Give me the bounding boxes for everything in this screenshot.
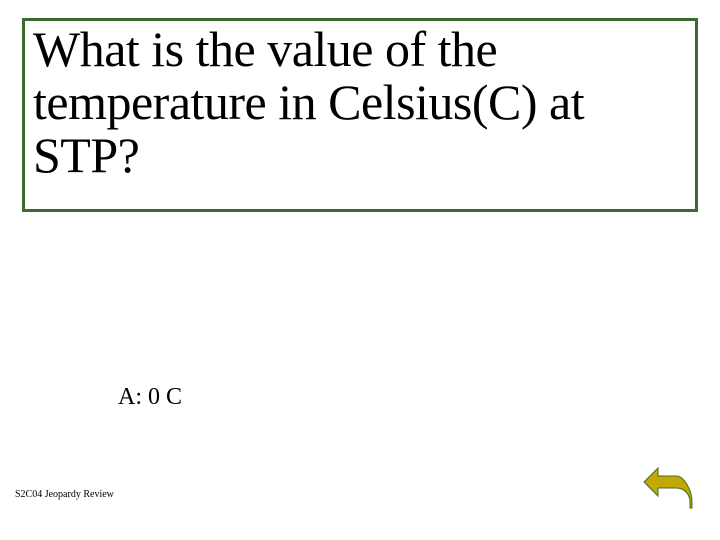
back-arrow-icon[interactable] [640,464,696,512]
slide-container: What is the value of the temperature in … [0,0,720,540]
answer-value: 0 C [148,384,182,410]
arrow-path [644,468,692,508]
title-box: What is the value of the temperature in … [22,18,698,212]
answer-line: A: 0 C [118,384,182,411]
question-title: What is the value of the temperature in … [25,21,695,182]
answer-prefix: A: [118,384,148,410]
footer-text: S2C04 Jeopardy Review [15,489,114,500]
